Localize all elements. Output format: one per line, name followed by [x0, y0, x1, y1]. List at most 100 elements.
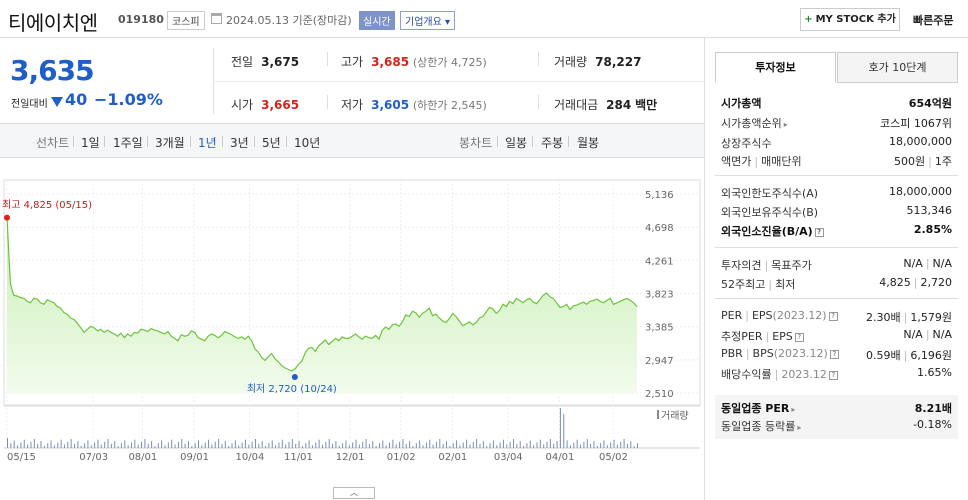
- help-icon[interactable]: ?: [828, 370, 838, 380]
- industry-per-value: 8.21배: [914, 402, 952, 415]
- unit-value: 1주: [934, 155, 952, 168]
- tab-invest-info[interactable]: 투자정보: [715, 52, 836, 83]
- volume-bar: [57, 442, 59, 448]
- volume-bar: [409, 441, 411, 448]
- volume-bar: [322, 444, 323, 448]
- tab-5y[interactable]: 5년: [262, 136, 281, 150]
- amount-label: 거래대금: [554, 98, 599, 112]
- volume-bar: [137, 444, 139, 448]
- volume-bar: [523, 446, 525, 448]
- tab-daily[interactable]: 일봉: [505, 136, 528, 150]
- mystock-label: MY STOCK 추가: [815, 14, 896, 25]
- volume-bar: [335, 441, 337, 448]
- foreign-own-value: 513,346: [906, 204, 953, 217]
- volume-bar: [53, 445, 55, 448]
- volume-bar: [593, 441, 595, 448]
- volume-bar: [626, 443, 628, 448]
- volume-bar: [590, 443, 592, 448]
- volume-bar: [27, 444, 29, 448]
- volume-bar: [214, 441, 216, 448]
- volume-bar: [352, 442, 354, 448]
- x-tick-label: 01/02: [387, 452, 416, 463]
- volume-bar: [325, 441, 327, 448]
- prev-label: 전일대비: [11, 99, 48, 110]
- volume-bar: [519, 441, 521, 448]
- target-label: 목표주가: [771, 259, 812, 272]
- upper-limit: (상한가 4,725): [412, 56, 487, 69]
- corp-info-dropdown[interactable]: 기업개요 ▾: [400, 11, 456, 30]
- divider: [190, 136, 191, 147]
- volume-bar: [20, 442, 22, 448]
- volume-bar: [637, 443, 638, 448]
- help-icon[interactable]: ?: [814, 227, 824, 237]
- volume-bar: [33, 439, 35, 448]
- volume-bar: [429, 439, 431, 448]
- divider: [327, 52, 328, 66]
- volume-bar: [395, 444, 397, 448]
- divider: [715, 247, 958, 248]
- volume-bar: [251, 441, 253, 448]
- par-row: 액면가 | 매매단위 500원 | 1주: [721, 155, 952, 168]
- help-icon[interactable]: ?: [794, 332, 804, 342]
- volume-bar: [90, 445, 92, 448]
- chart-period-tabs: 선차트 1일 1주일 3개월 1년 3년 5년 10년 봉차트 일봉 주봉 월봉: [0, 124, 704, 158]
- volume-bar: [231, 443, 233, 448]
- volume-bar: [110, 443, 112, 448]
- volume-bar: [509, 441, 511, 448]
- x-tick-label: 12/01: [336, 452, 365, 463]
- volume-bar: [345, 440, 347, 448]
- quick-order-button[interactable]: 빠른주문: [913, 14, 954, 27]
- volume-bar: [419, 440, 421, 448]
- volume-bar: [201, 445, 203, 448]
- divider: [222, 136, 223, 147]
- pbr-value: 0.59배: [866, 349, 901, 362]
- volume-bar: [308, 440, 310, 448]
- help-icon[interactable]: ?: [828, 311, 838, 321]
- volume-bar: [184, 443, 186, 448]
- tab-10y[interactable]: 10년: [294, 136, 321, 150]
- realtime-button[interactable]: 실시간: [359, 11, 395, 30]
- volume-bar: [141, 441, 143, 448]
- industry-rate-label[interactable]: 동일업종 등락률: [721, 420, 796, 433]
- chevron-up-icon[interactable]: ︿: [333, 487, 375, 499]
- market-cap-row: 시가총액 654억원: [721, 95, 952, 112]
- volume-bar: [556, 441, 558, 448]
- divider: [104, 136, 105, 147]
- tab-1w[interactable]: 1주일: [113, 136, 143, 150]
- tab-1d[interactable]: 1일: [81, 136, 100, 150]
- volume-bar: [164, 445, 166, 448]
- shares-row: 상장주식수 18,000,000: [721, 135, 952, 152]
- low-value: 3,605: [371, 98, 410, 112]
- tab-weekly[interactable]: 주봉: [541, 136, 564, 150]
- stock-header: 티에이치엔 019180 코스피 2024.05.13 기준(장마감) 실시간 …: [0, 0, 968, 38]
- tab-3y[interactable]: 3년: [230, 136, 249, 150]
- tab-orderbook[interactable]: 호가 10단계: [837, 52, 958, 83]
- industry-per-label[interactable]: 동일업종 PER: [721, 402, 790, 415]
- bps-value: 6,196원: [910, 349, 952, 362]
- stock-code: 019180: [118, 13, 164, 26]
- tab-1y[interactable]: 1년: [198, 136, 217, 150]
- price-change-pct: −1.09%: [94, 90, 163, 109]
- min-label: 최저 2,720 (10/24): [247, 383, 337, 395]
- prev-close-cell: 전일 3,675: [231, 53, 299, 70]
- volume-bar: [466, 439, 468, 448]
- volume-bar: [87, 440, 89, 448]
- dividend-label: 배당수익률: [721, 368, 772, 381]
- volume-bar: [439, 439, 441, 448]
- volume-bar: [543, 444, 545, 448]
- volume-bar: [328, 439, 330, 448]
- market-cap-label: 시가총액: [721, 97, 762, 110]
- volume-bar: [580, 444, 582, 448]
- pbr-label: PBR: [721, 347, 743, 360]
- volume-bar: [204, 442, 206, 448]
- price-chart[interactable]: 5,136 4,698 4,261 3,823 3,385 2,947 2,510 05/15…: [0, 158, 704, 500]
- add-mystock-button[interactable]: + MY STOCK 추가: [800, 8, 900, 31]
- tab-3m[interactable]: 3개월: [155, 136, 185, 150]
- volume-bar: [114, 441, 116, 448]
- help-icon[interactable]: ?: [829, 349, 839, 359]
- industry-rate-value: -0.18%: [913, 418, 952, 431]
- volume-bar: [70, 439, 72, 448]
- tab-monthly[interactable]: 월봉: [577, 136, 600, 150]
- industry-per-row: 동일업종 PER ▸ 8.21배: [721, 400, 952, 417]
- volume-bar: [375, 446, 377, 448]
